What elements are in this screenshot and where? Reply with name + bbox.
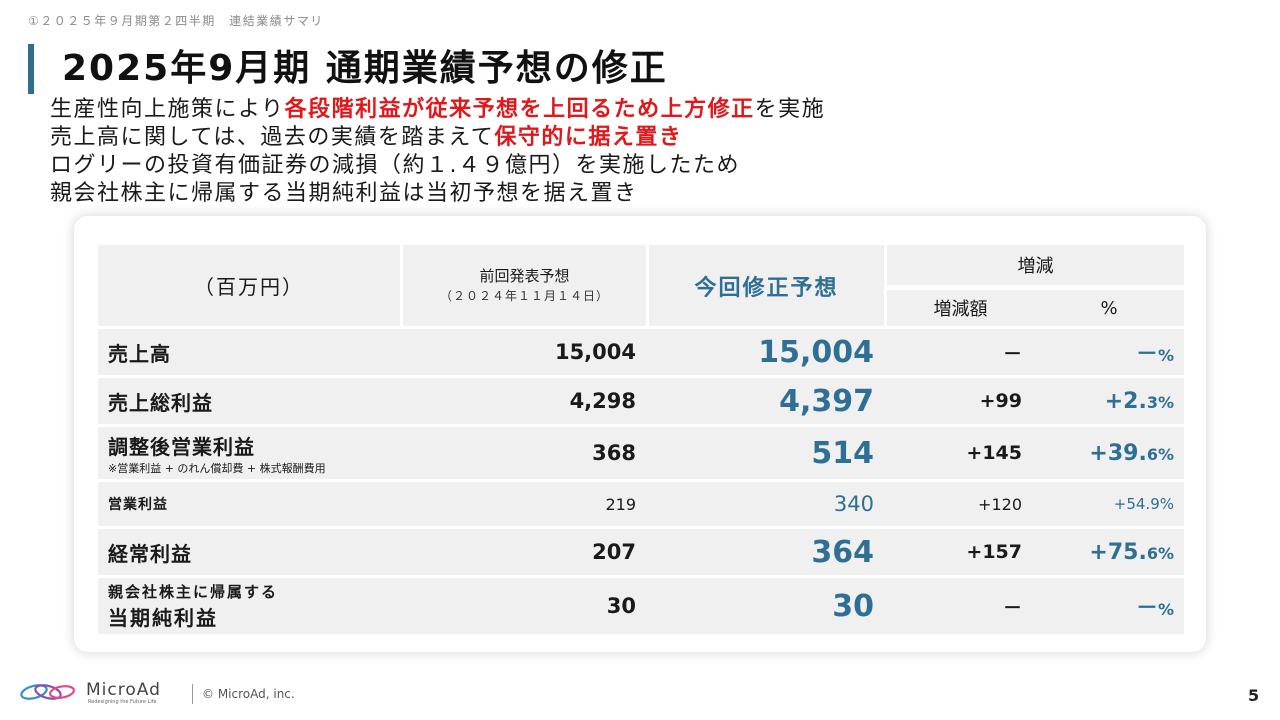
footer-divider	[192, 684, 193, 704]
table-row: 親会社株主に帰属する 当期純利益 30 30 － －%	[98, 578, 1184, 634]
section-label: ①２０２５年９月期第２四半期 連結業績サマリ	[28, 14, 324, 28]
percent-value: －%	[1034, 329, 1184, 375]
row-note: ※営業利益 + のれん償却費 + 株式報酬費用	[108, 461, 326, 475]
percent-value: +75.6%	[1034, 529, 1184, 575]
footer-copyright: © MicroAd, inc.	[202, 687, 295, 701]
percent-value: +39.6%	[1034, 427, 1184, 479]
table-row: 売上高 15,004 15,004 － －%	[98, 329, 1184, 375]
revised-value: 4,397	[646, 378, 884, 424]
footer-tagline: Redesigning the Future Life	[88, 699, 157, 705]
revised-value: 30	[646, 578, 884, 634]
table-row: 売上総利益 4,298 4,397 +99 +2.3%	[98, 378, 1184, 424]
prev-value: 219	[400, 482, 646, 526]
row-label: 親会社株主に帰属する 当期純利益	[98, 578, 400, 634]
page-title: 2025年9月期 通期業績予想の修正	[62, 48, 668, 89]
row-label: 売上高	[98, 329, 400, 375]
prev-forecast-date: （２０２４年１１月１４日）	[439, 288, 609, 303]
page-number: 5	[1248, 686, 1260, 705]
revised-forecast-header: 今回修正予想	[646, 245, 884, 326]
revised-value: 15,004	[646, 329, 884, 375]
percent-value: +54.9%	[1034, 482, 1184, 526]
revised-value: 514	[646, 427, 884, 479]
bullet-line-2: 売上高に関しては、過去の実績を踏まえて保守的に据え置き	[50, 125, 683, 150]
prev-value: 4,298	[400, 378, 646, 424]
table-row: 営業利益 219 340 +120 +54.9%	[98, 482, 1184, 526]
percent-header: %	[1034, 290, 1184, 326]
unit-header: （百万円）	[98, 245, 400, 326]
diff-amount-header: 増減額	[884, 290, 1034, 326]
prev-value: 368	[400, 427, 646, 479]
diff-value: +99	[884, 378, 1034, 424]
row-label: 調整後営業利益 ※営業利益 + のれん償却費 + 株式報酬費用	[98, 427, 400, 479]
row-label: 経常利益	[98, 529, 400, 575]
prev-value: 15,004	[400, 329, 646, 375]
row-label: 営業利益	[98, 482, 400, 526]
title-accent-bar	[28, 44, 34, 94]
percent-value: －%	[1034, 578, 1184, 634]
percent-value: +2.3%	[1034, 378, 1184, 424]
diff-value: －	[884, 578, 1034, 634]
diff-value: +120	[884, 482, 1034, 526]
change-header: 増減	[884, 245, 1184, 287]
table-row: 経常利益 207 364 +157 +75.6%	[98, 529, 1184, 575]
revised-value: 364	[646, 529, 884, 575]
revised-value: 340	[646, 482, 884, 526]
forecast-table: （百万円） 前回発表予想 （２０２４年１１月１４日） 今回修正予想 増減 増減額…	[98, 242, 1184, 637]
prev-forecast-header: 前回発表予想 （２０２４年１１月１４日）	[400, 245, 646, 326]
bullet-line-1: 生産性向上施策により各段階利益が従来予想を上回るため上方修正を実施	[50, 97, 826, 122]
table-row: 調整後営業利益 ※営業利益 + のれん償却費 + 株式報酬費用 368 514 +…	[98, 427, 1184, 479]
diff-value: +145	[884, 427, 1034, 479]
summary-bullets: 生産性向上施策により各段階利益が従来予想を上回るため上方修正を実施 売上高に関し…	[50, 96, 825, 208]
footer-brand: MicroAd	[86, 680, 161, 700]
row-label: 売上総利益	[98, 378, 400, 424]
microad-logo-icon	[20, 684, 75, 700]
bullet-line-4: 親会社株主に帰属する当期純利益は当初予想を据え置き	[50, 181, 638, 206]
prev-value: 30	[400, 578, 646, 634]
prev-value: 207	[400, 529, 646, 575]
diff-value: +157	[884, 529, 1034, 575]
forecast-card: （百万円） 前回発表予想 （２０２４年１１月１４日） 今回修正予想 増減 増減額…	[74, 216, 1206, 652]
diff-value: －	[884, 329, 1034, 375]
bullet-line-3: ログリーの投資有価証券の減損（約１.４９億円）を実施したため	[50, 153, 740, 178]
